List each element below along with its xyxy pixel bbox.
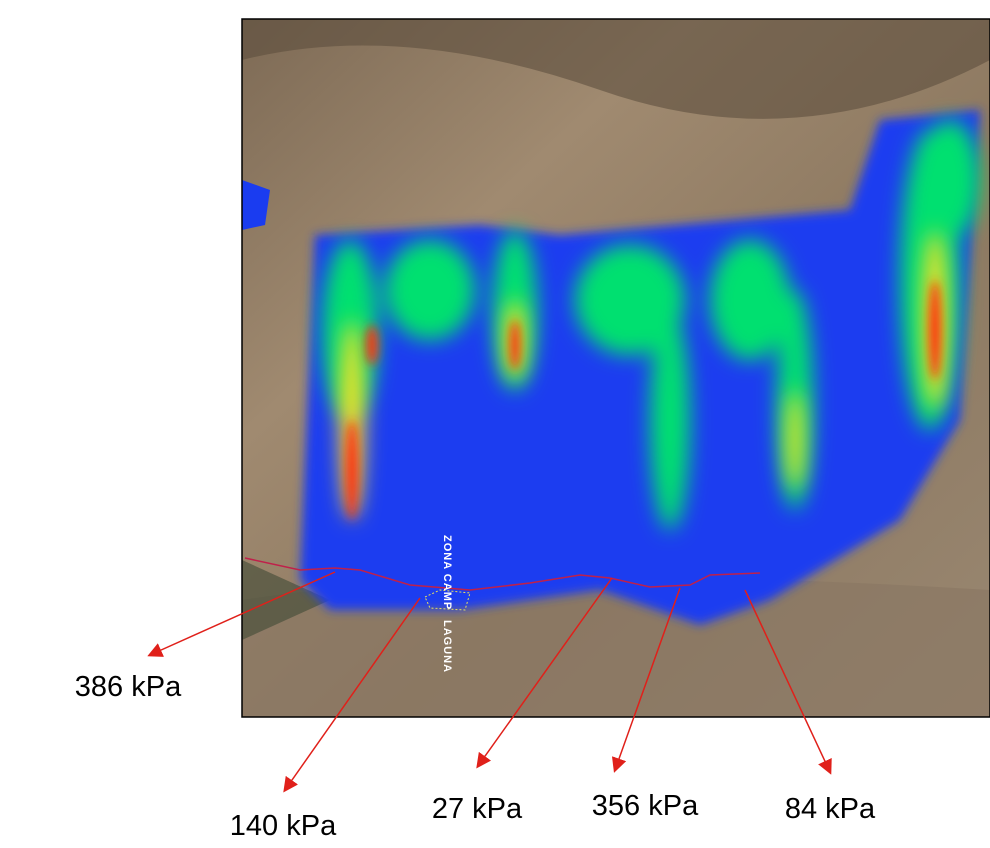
pressure-label: 386 kPa [75,671,182,703]
pressure-label: 356 kPa [592,790,699,822]
map-image: ZONA CAMP LAGUNA [242,19,990,717]
map-label: ZONA CAMP [441,535,453,610]
map-label: LAGUNA [441,620,453,673]
pressure-label: 84 kPa [785,793,876,825]
arrows [147,571,832,793]
camp-zone [424,589,471,611]
pressure-label: 27 kPa [432,793,523,825]
arrow [611,587,681,773]
arrow [283,597,421,793]
arrow [476,577,613,769]
arrow [147,571,336,657]
pressure-label: 140 kPa [230,810,337,842]
arrow [744,589,832,775]
map-frame [241,18,990,718]
pressure-plume [242,110,980,625]
boundary-line [244,557,761,591]
